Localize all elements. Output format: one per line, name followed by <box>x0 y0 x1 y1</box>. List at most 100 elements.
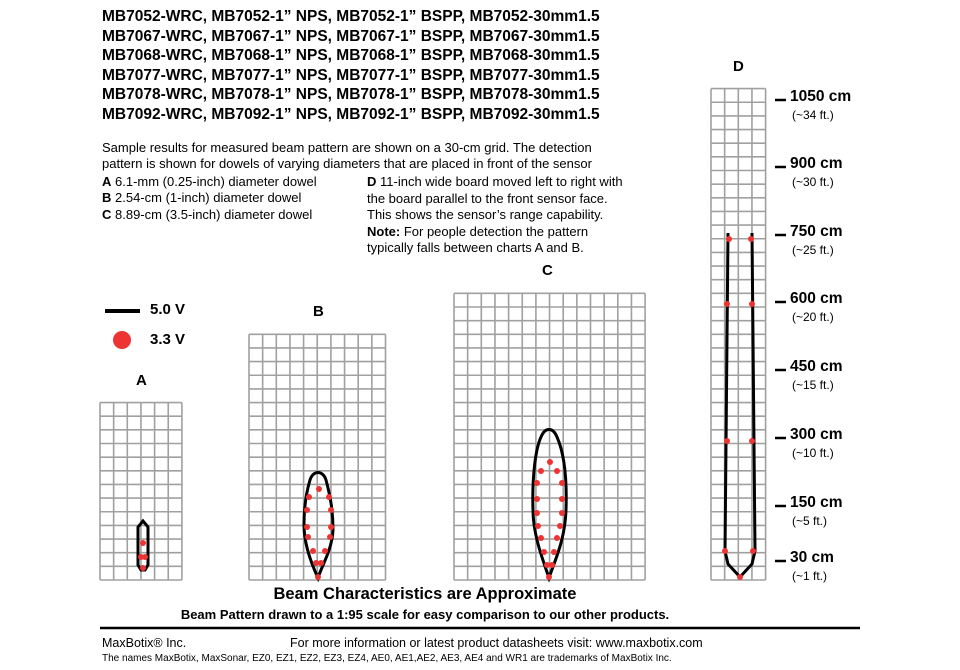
beam-dot-3v3 <box>140 565 146 571</box>
beam-dot-3v3 <box>544 562 550 568</box>
grid-b <box>248 333 387 581</box>
beam-dot-3v3 <box>327 534 333 540</box>
beam-dot-3v3 <box>559 496 565 502</box>
text: For people detection the pattern <box>400 223 589 239</box>
grid-d <box>710 87 767 581</box>
beam-dot-3v3 <box>328 507 334 513</box>
beam-dot-3v3 <box>328 524 334 530</box>
beam-dot-3v3 <box>749 438 755 444</box>
chart-a-label: A <box>136 372 147 389</box>
model-line: MB7092-WRC, MB7092-1” NPS, MB7092-1” BSP… <box>102 105 600 123</box>
dowel-b-desc: B 2.54-cm (1-inch) diameter dowel <box>102 190 301 206</box>
beam-dot-3v3 <box>546 574 552 580</box>
scale-cm-label: 30 cm <box>790 549 834 566</box>
beam-dot-3v3 <box>326 494 332 500</box>
description-line: pattern is shown for dowels of varying d… <box>102 156 592 171</box>
grid-a <box>99 401 183 581</box>
beam-dot-3v3 <box>737 574 743 580</box>
beam-dot-3v3 <box>304 507 310 513</box>
beam-dot-3v3 <box>547 459 553 465</box>
text: 2.54-cm (1-inch) diameter dowel <box>111 190 302 205</box>
scale-cm-label: 150 cm <box>790 494 843 511</box>
text: 6.1-mm (0.25-inch) diameter dowel <box>111 174 317 189</box>
description-line: Sample results for measured beam pattern… <box>102 140 592 155</box>
chart-c-label: C <box>542 262 553 279</box>
beam-dot-3v3 <box>549 562 555 568</box>
beam-dot-3v3 <box>541 549 547 555</box>
beam-dot-3v3 <box>310 548 316 554</box>
beam-dot-3v3 <box>534 510 540 516</box>
beam-dot-3v3 <box>559 510 565 516</box>
text: This shows the sensor’s range capability… <box>367 207 604 222</box>
scale-ft-label: (~25 ft.) <box>792 243 834 257</box>
beam-dot-3v3 <box>557 523 563 529</box>
beam-dots <box>138 236 756 580</box>
scale-cm-label: 600 cm <box>790 290 843 307</box>
chart-b-label: B <box>313 303 324 320</box>
key: D <box>367 174 377 189</box>
scale-ft-label: (~30 ft.) <box>792 175 834 189</box>
company-name: MaxBotix® Inc. <box>102 636 187 650</box>
beam-dot-3v3 <box>538 468 544 474</box>
beam-dot-3v3 <box>554 468 560 474</box>
beam-dot-3v3 <box>535 523 541 529</box>
scale-cm-label: 750 cm <box>790 223 843 240</box>
beam-dot-3v3 <box>551 549 557 555</box>
beam-dot-3v3 <box>534 496 540 502</box>
beam-dot-3v3 <box>534 480 540 486</box>
beam-dot-3v3 <box>748 236 754 242</box>
beam-dot-3v3 <box>750 548 756 554</box>
beam-dot-3v3 <box>322 548 328 554</box>
key: B <box>102 190 112 205</box>
beam-dot-3v3 <box>559 480 565 486</box>
scale-ft-label: (~20 ft.) <box>792 310 834 324</box>
info-link-text: For more information or latest product d… <box>290 636 703 650</box>
beam-dot-3v3 <box>305 534 311 540</box>
trademark-notice: The names MaxBotix, MaxSonar, EZ0, EZ1, … <box>102 653 672 664</box>
beam-dot-3v3 <box>749 301 755 307</box>
scale-ft-label: (~15 ft.) <box>792 378 834 392</box>
scale-ft-label: (~1 ft.) <box>792 569 828 583</box>
beam-dot-3v3 <box>313 560 319 566</box>
model-line: MB7068-WRC, MB7068-1” NPS, MB7068-1” BSP… <box>102 47 600 64</box>
beam-dot-3v3 <box>142 554 148 560</box>
note-key: Note: <box>367 223 401 239</box>
chart-d-label: D <box>733 58 744 75</box>
beam-dot-3v3 <box>722 548 728 554</box>
scale-cm-label: 1050 cm <box>790 88 852 105</box>
scale-ft-label: (~34 ft.) <box>792 108 834 122</box>
dowel-a-desc: A 6.1-mm (0.25-inch) diameter dowel <box>102 174 317 190</box>
beam-d-outline-right <box>738 232 757 579</box>
dowel-c-desc: C 8.89-cm (3.5-inch) diameter dowel <box>102 207 312 223</box>
legend-dot-swatch <box>113 331 131 349</box>
board-d-desc: D 11-inch wide board moved left to right… <box>367 174 623 256</box>
beam-dot-3v3 <box>538 535 544 541</box>
footer-title: Beam Characteristics are Approximate <box>273 585 577 603</box>
beam-dot-3v3 <box>724 438 730 444</box>
legend-line-label: 5.0 V <box>150 301 186 318</box>
beam-dot-3v3 <box>724 301 730 307</box>
beam-dot-3v3 <box>304 524 310 530</box>
beam-c-outline <box>531 428 568 583</box>
model-line: MB7052-WRC, MB7052-1” NPS, MB7052-1” BSP… <box>102 8 600 25</box>
legend-dot-label: 3.3 V <box>150 331 186 348</box>
beam-dot-3v3 <box>316 486 322 492</box>
scale-cm-label: 300 cm <box>790 426 843 443</box>
beam-dot-3v3 <box>315 574 321 580</box>
beam-dot-3v3 <box>554 535 560 541</box>
beam-dot-3v3 <box>726 236 732 242</box>
text: typically falls between charts A and B. <box>367 240 584 255</box>
footer-subtitle: Beam Pattern drawn to a 1:95 scale for e… <box>180 607 670 622</box>
beam-b-outline <box>302 471 335 583</box>
model-line: MB7067-WRC, MB7067-1” NPS, MB7067-1” BSP… <box>102 27 600 45</box>
scale-ft-label: (~10 ft.) <box>792 446 834 460</box>
beam-dot-3v3 <box>306 494 312 500</box>
text: 8.89-cm (3.5-inch) diameter dowel <box>111 207 313 222</box>
scale-ticks <box>775 98 786 563</box>
scale-cm-label: 900 cm <box>790 155 843 172</box>
grid-c <box>453 292 646 581</box>
key: C <box>102 207 112 222</box>
text: 11-inch wide board moved left to right w… <box>376 174 623 189</box>
model-line: MB7078-WRC, MB7078-1” NPS, MB7078-1” BSP… <box>102 86 600 103</box>
